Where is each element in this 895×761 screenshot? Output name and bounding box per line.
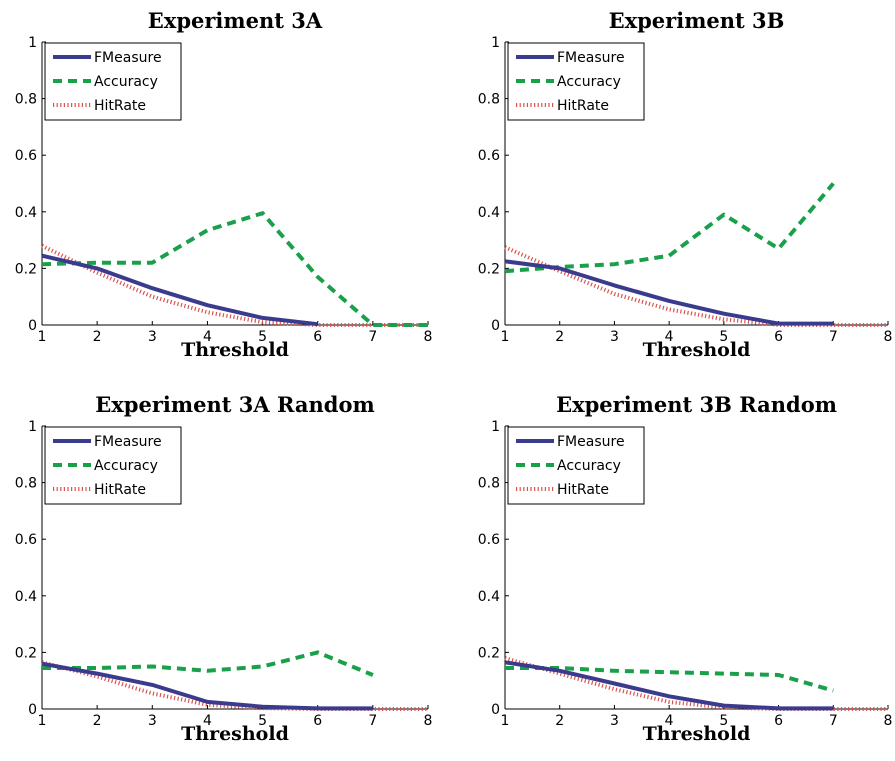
y-tick-label: 0.6 xyxy=(478,532,500,548)
legend-label: HitRate xyxy=(94,98,146,114)
chart-panel: Experiment 3B Random 1 2 3 4 5 6 7 8 0 0.2 0.4 0.6 0.… xyxy=(478,392,893,745)
x-tick-label: 8 xyxy=(424,329,433,345)
y-tick-label: 1 xyxy=(491,419,500,435)
legend-label: HitRate xyxy=(557,482,609,498)
x-tick-label: 4 xyxy=(203,713,212,729)
x-tick-label: 5 xyxy=(258,713,267,729)
x-tick-label: 6 xyxy=(774,329,783,345)
chart-panel: Experiment 3B 1 2 3 4 5 6 7 8 0 0.2 0.4 0.6 0.8 1 Thres… xyxy=(478,8,893,361)
x-axis-label: Threshold xyxy=(643,723,751,745)
x-tick-label: 7 xyxy=(829,329,838,345)
legend-label: FMeasure xyxy=(557,434,625,450)
y-tick-label: 0 xyxy=(28,702,37,718)
chart-title: Experiment 3A xyxy=(148,8,323,33)
y-tick-label: 0 xyxy=(28,318,37,334)
y-tick-label: 1 xyxy=(28,419,37,435)
y-tick-label: 0 xyxy=(491,318,500,334)
x-tick-label: 5 xyxy=(258,329,267,345)
series-line-accuracy xyxy=(504,182,835,274)
y-tick-label: 0.8 xyxy=(15,92,37,108)
series-line-accuracy xyxy=(505,666,834,693)
x-tick-label: 6 xyxy=(313,713,322,729)
chart-panel: Experiment 3A Random 1 2 3 4 5 6 7 8 0 0.2 0.4 0.6 0.… xyxy=(15,392,433,745)
chart-panel: Experiment 3A 1 2 3 4 5 6 7 8 0 0.2 0.4 0.6 0.8 1 Thres… xyxy=(15,8,433,361)
y-tick-label: 0.4 xyxy=(478,205,500,221)
y-tick-label: 0.2 xyxy=(15,261,37,277)
series-line-fmeasure xyxy=(41,253,318,327)
x-tick-label: 4 xyxy=(665,713,674,729)
y-tick-label: 0.4 xyxy=(15,205,37,221)
y-tick-label: 0.6 xyxy=(15,148,37,164)
x-tick-label: 5 xyxy=(719,329,728,345)
x-tick-label: 8 xyxy=(884,329,893,345)
series-line-hitrate xyxy=(504,245,888,327)
x-tick-label: 7 xyxy=(829,713,838,729)
y-tick-label: 0.6 xyxy=(15,532,37,548)
x-tick-label: 3 xyxy=(148,713,157,729)
x-tick-label: 8 xyxy=(424,713,433,729)
x-tick-label: 1 xyxy=(38,329,47,345)
x-tick-label: 2 xyxy=(555,329,564,345)
y-tick-label: 0.8 xyxy=(478,92,500,108)
x-axis-label: Threshold xyxy=(643,339,751,361)
series-line-fmeasure xyxy=(41,661,373,711)
y-tick-label: 0.4 xyxy=(15,589,37,605)
x-tick-label: 4 xyxy=(665,329,674,345)
y-tick-label: 0.2 xyxy=(478,261,500,277)
y-tick-label: 0.4 xyxy=(478,589,500,605)
x-tick-label: 3 xyxy=(610,713,619,729)
x-tick-label: 2 xyxy=(93,329,102,345)
x-tick-label: 2 xyxy=(555,713,564,729)
x-tick-label: 3 xyxy=(610,329,619,345)
series-line-fmeasure xyxy=(504,259,834,326)
legend-label: Accuracy xyxy=(557,74,621,90)
x-axis-label: Threshold xyxy=(181,339,289,361)
legend-label: Accuracy xyxy=(557,458,621,474)
x-tick-label: 1 xyxy=(501,713,510,729)
series-line-hitrate xyxy=(41,660,428,711)
x-tick-label: 2 xyxy=(93,713,102,729)
x-tick-label: 5 xyxy=(719,713,728,729)
x-tick-label: 6 xyxy=(313,329,322,345)
x-tick-label: 4 xyxy=(203,329,212,345)
legend-label: Accuracy xyxy=(94,74,158,90)
chart-title: Experiment 3B Random xyxy=(556,392,837,417)
series-line-accuracy xyxy=(41,211,428,327)
y-tick-label: 0.2 xyxy=(478,645,500,661)
y-tick-label: 0.6 xyxy=(478,148,500,164)
legend-label: HitRate xyxy=(557,98,609,114)
chart-title: Experiment 3A Random xyxy=(95,392,374,417)
x-tick-label: 1 xyxy=(38,713,47,729)
y-tick-label: 0.8 xyxy=(15,476,37,492)
y-tick-label: 0.2 xyxy=(15,645,37,661)
legend-label: Accuracy xyxy=(94,458,158,474)
y-tick-label: 0 xyxy=(491,702,500,718)
y-tick-label: 1 xyxy=(491,35,500,51)
legend-label: FMeasure xyxy=(94,434,162,450)
x-tick-label: 7 xyxy=(368,329,377,345)
series-line-accuracy xyxy=(42,650,374,677)
x-tick-label: 3 xyxy=(148,329,157,345)
x-tick-label: 6 xyxy=(774,713,783,729)
legend-label: HitRate xyxy=(94,482,146,498)
x-tick-label: 8 xyxy=(884,713,893,729)
x-tick-label: 7 xyxy=(368,713,377,729)
chart-title: Experiment 3B xyxy=(609,8,785,33)
legend-label: FMeasure xyxy=(557,50,625,66)
x-tick-label: 1 xyxy=(501,329,510,345)
y-tick-label: 1 xyxy=(28,35,37,51)
x-axis-label: Threshold xyxy=(181,723,289,745)
y-tick-label: 0.8 xyxy=(478,476,500,492)
series-line-fmeasure xyxy=(504,660,834,711)
legend-label: FMeasure xyxy=(94,50,162,66)
